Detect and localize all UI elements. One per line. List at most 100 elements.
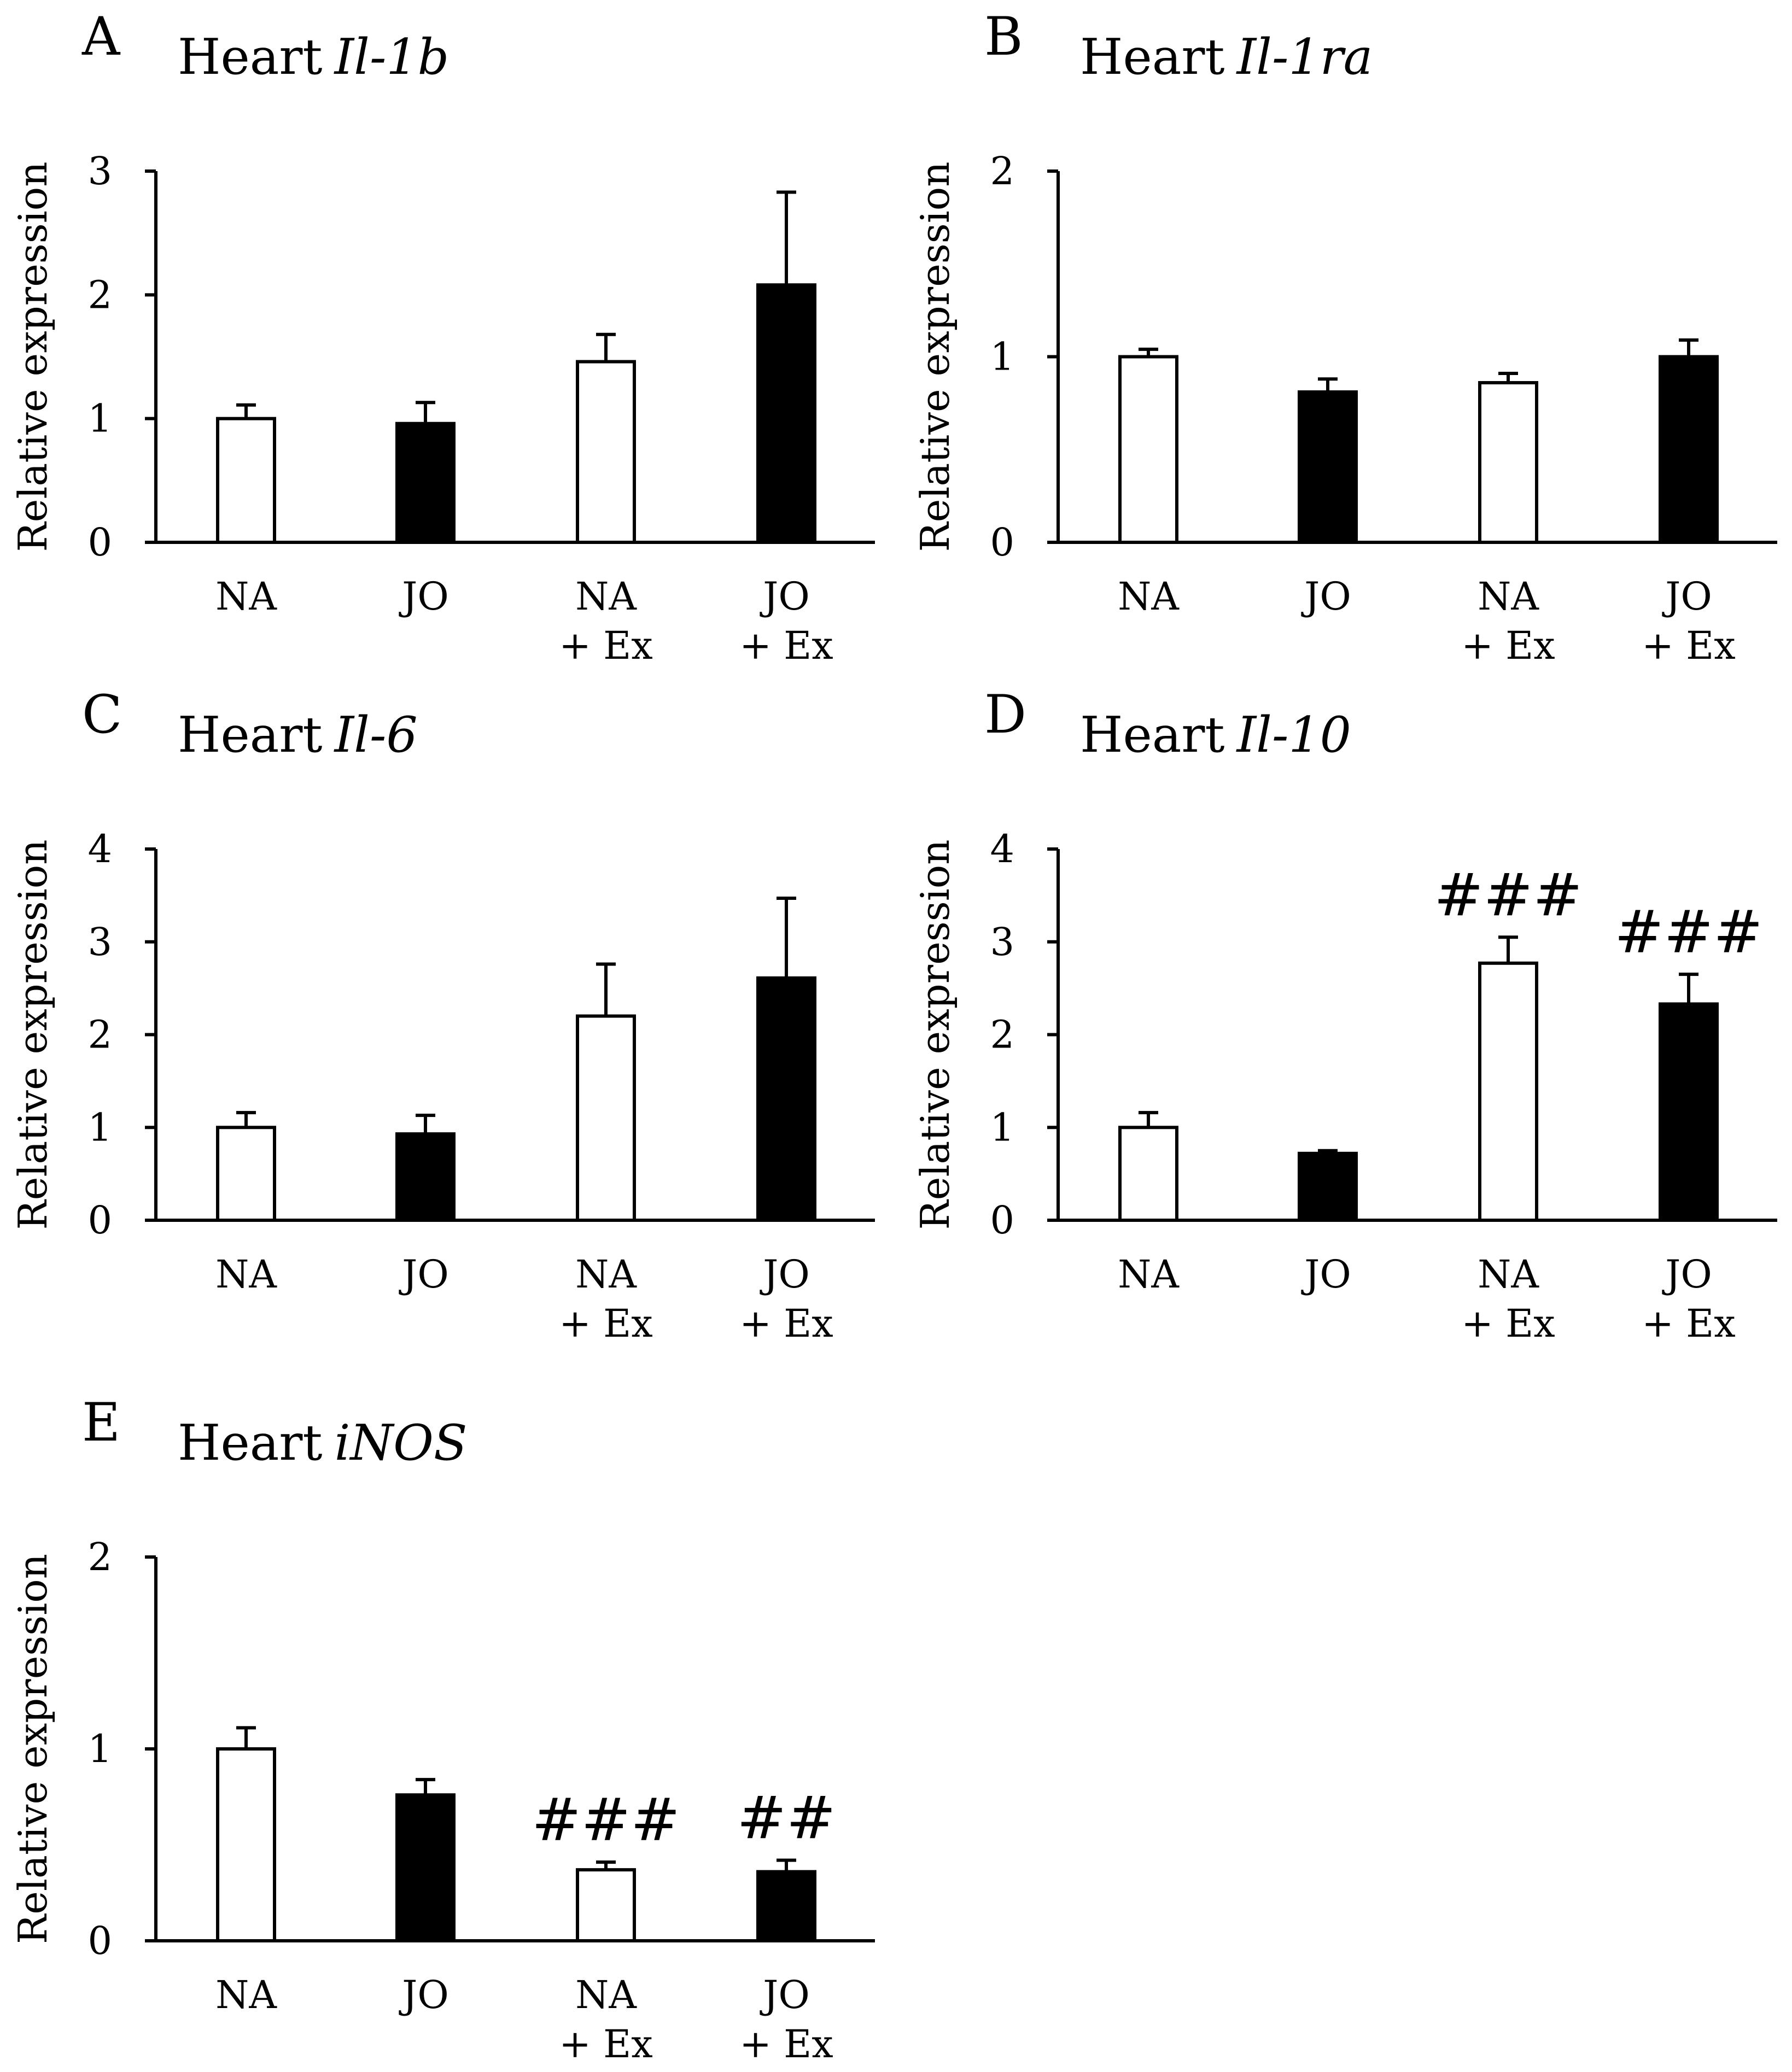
bar-3 (1659, 1002, 1719, 1222)
y-tick-label: 1 (990, 335, 1014, 379)
gene-name: Il-6 (334, 706, 418, 764)
title-prefix: Heart (1080, 706, 1225, 764)
x-category-label: JO (760, 1973, 809, 2017)
x-category-label: + Ex (559, 2022, 652, 2067)
y-tick-label: 4 (990, 827, 1014, 871)
bar-2 (1478, 961, 1538, 1222)
x-category-label: JO (760, 574, 809, 619)
y-tick-label: 3 (87, 149, 112, 194)
bar-2 (576, 360, 636, 544)
y-tick-label: 3 (990, 920, 1014, 964)
y-tick-label: 0 (87, 1918, 112, 1963)
y-tick-label: 4 (87, 827, 112, 871)
panel-letter: E (82, 1392, 120, 1453)
panel-title: Heart Il-10 (1080, 706, 1351, 764)
y-tick-label: 2 (990, 149, 1014, 194)
significance-mark: ## (737, 1784, 836, 1853)
y-tick-label: 2 (87, 272, 112, 317)
panel-title: Heart Il-1ra (1080, 28, 1373, 86)
x-category-label: JO (399, 1252, 448, 1297)
x-category-label: + Ex (739, 1301, 833, 1346)
y-axis-label: Relative expression (10, 1554, 56, 1944)
bar-0 (216, 417, 276, 545)
y-tick-label: 0 (990, 520, 1014, 565)
bar-1 (395, 1132, 456, 1222)
panel-title: Heart Il-6 (178, 706, 418, 764)
panel-letter: C (82, 684, 122, 745)
bar-3 (756, 1870, 816, 1943)
panel-c: C Heart Il-6 Relative expression 0 1 2 3 4 NA JO NA… (10, 684, 875, 1346)
x-category-label: + Ex (559, 1301, 652, 1346)
bar-0 (1118, 1126, 1178, 1222)
bar-1 (395, 422, 456, 544)
y-axis-label: Relative expression (912, 840, 958, 1230)
x-category-label: + Ex (739, 623, 833, 668)
x-category-label: JO (1662, 1252, 1712, 1297)
gene-name: iNOS (335, 1414, 468, 1472)
significance-mark: ### (532, 1786, 680, 1854)
title-prefix: Heart (1080, 28, 1225, 86)
bar-3 (1659, 355, 1719, 544)
x-category-label: NA (1478, 574, 1539, 619)
bar-1 (1298, 1151, 1358, 1222)
y-axis-label: Relative expression (10, 162, 56, 552)
x-category-label: + Ex (1642, 623, 1735, 668)
y-tick-label: 1 (990, 1105, 1014, 1150)
x-category-label: + Ex (1642, 1301, 1735, 1346)
x-category-label: JO (760, 1252, 809, 1297)
bar-2 (1478, 381, 1538, 545)
y-tick-label: 2 (87, 1535, 112, 1579)
bar-3 (756, 283, 816, 545)
y-tick-label: 2 (87, 1012, 112, 1057)
panel-title: Heart Il-1b (178, 28, 449, 86)
significance-mark: ### (1614, 898, 1762, 967)
x-category-label: + Ex (559, 623, 652, 668)
x-category-label: JO (399, 1973, 448, 2017)
gene-name: Il-1b (334, 28, 450, 86)
bar-0 (1118, 355, 1178, 544)
x-category-label: NA (215, 1252, 277, 1297)
y-axis-label: Relative expression (10, 840, 56, 1230)
panel-e: E Heart iNOS Relative expression 0 1 2 NA JO ### N… (10, 1392, 875, 2067)
y-tick-label: 0 (87, 520, 112, 565)
x-category-label: NA (575, 1973, 637, 2017)
x-category-label: + Ex (1461, 623, 1555, 668)
panel-letter: B (984, 6, 1023, 67)
y-tick-label: 3 (87, 920, 112, 964)
x-category-label: NA (1118, 1252, 1180, 1297)
panel-b: B Heart Il-1ra Relative expression 0 1 2 NA JO NA… (912, 6, 1777, 668)
bar-2 (576, 1868, 636, 1942)
bar-3 (756, 976, 816, 1222)
y-axis-label: Relative expression (912, 162, 958, 552)
y-tick-label: 0 (990, 1198, 1014, 1243)
x-category-label: JO (1301, 574, 1351, 619)
x-category-label: NA (215, 1973, 277, 2017)
x-category-label: NA (575, 574, 637, 619)
bar-1 (395, 1793, 456, 1942)
bar-1 (1298, 390, 1358, 544)
panel-a: A Heart Il-1b Relative expression 0 1 2 3 NA JO NA… (10, 6, 875, 668)
x-category-label: JO (1662, 574, 1712, 619)
bar-0 (216, 1747, 276, 1942)
panel-letter: D (984, 684, 1026, 745)
y-tick-label: 1 (87, 1726, 112, 1771)
title-prefix: Heart (178, 706, 323, 764)
x-category-label: + Ex (739, 2022, 833, 2067)
bar-2 (576, 1014, 636, 1222)
x-category-label: NA (575, 1252, 637, 1297)
gene-name: Il-10 (1236, 706, 1351, 764)
y-tick-label: 1 (87, 1105, 112, 1150)
gene-name: Il-1ra (1236, 28, 1373, 86)
title-prefix: Heart (178, 1414, 323, 1472)
x-category-label: NA (215, 574, 277, 619)
x-category-label: JO (1301, 1252, 1351, 1297)
x-category-label: + Ex (1461, 1301, 1555, 1346)
x-category-label: NA (1118, 574, 1180, 619)
x-category-label: NA (1478, 1252, 1539, 1297)
title-prefix: Heart (178, 28, 323, 86)
significance-mark: ### (1434, 861, 1582, 929)
y-tick-label: 1 (87, 396, 112, 441)
y-tick-label: 0 (87, 1198, 112, 1243)
bar-0 (216, 1126, 276, 1222)
